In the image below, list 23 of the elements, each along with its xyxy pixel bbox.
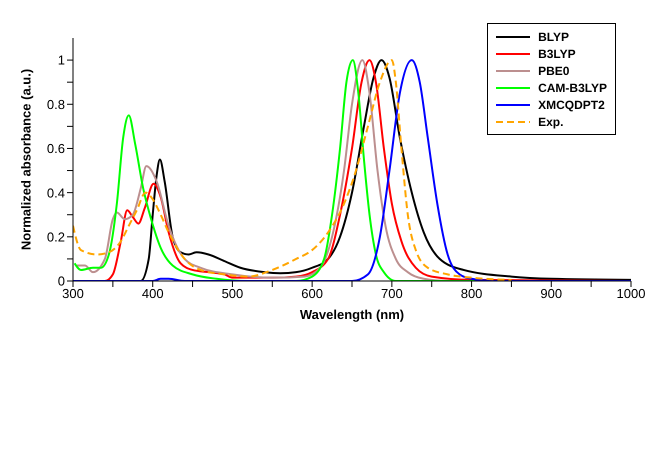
x-tick-label: 900: [540, 286, 562, 302]
y-tick-label: 0.2: [46, 229, 65, 244]
x-tick-label: 800: [460, 286, 482, 302]
legend-label: CAM-B3LYP: [538, 80, 607, 94]
x-tick-label: 700: [381, 286, 403, 302]
y-tick-label: 0.6: [46, 141, 65, 156]
legend-label: BLYP: [538, 30, 569, 44]
x-tick-label: 400: [142, 286, 164, 302]
x-tick-label: 500: [222, 286, 244, 302]
y-tick-label: 1: [58, 52, 65, 68]
x-tick-label: 300: [62, 286, 84, 302]
y-axis-title: Normalized absorbance (a.u.): [18, 68, 34, 250]
legend-label: PBE0: [538, 64, 570, 78]
y-tick-label: 0: [58, 274, 65, 289]
x-axis-title: Wavelength (nm): [300, 307, 404, 322]
legend-label: Exp.: [538, 114, 564, 128]
y-tick-label: 0.4: [46, 185, 65, 200]
legend-label: B3LYP: [538, 46, 576, 60]
y-tick-label: 0.8: [46, 96, 65, 112]
x-tick-label: 1000: [616, 286, 646, 302]
legend-label: XMCQDPT2: [538, 98, 605, 112]
x-tick-label: 600: [301, 286, 323, 302]
line-series: [73, 59, 512, 281]
